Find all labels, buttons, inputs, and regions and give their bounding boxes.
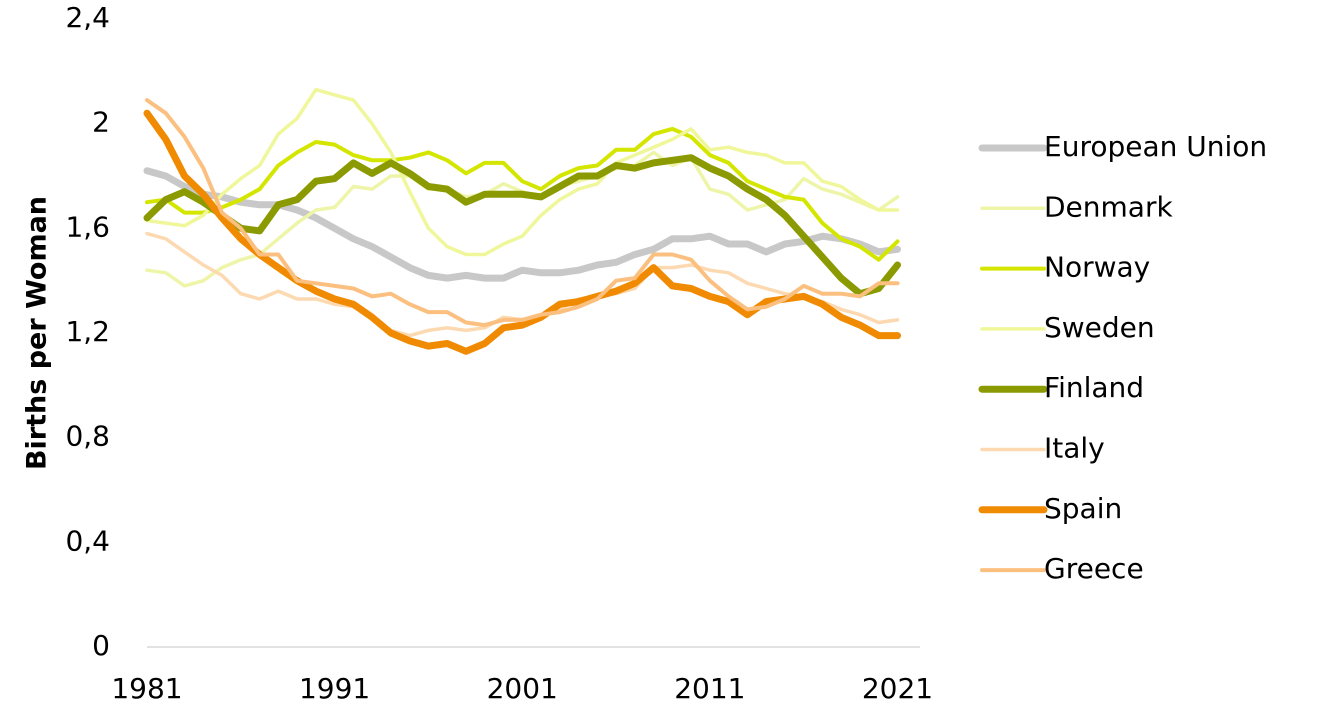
series-line [145,126,900,262]
x-tick-label: 1991 [299,672,370,705]
y-tick-label: 0,4 [65,524,110,557]
series-line [143,167,901,282]
x-tick-label: 2001 [487,672,558,705]
legend-label: Greece [1044,552,1144,585]
x-tick-label: 2021 [862,672,933,705]
legend-label: Spain [1044,492,1122,525]
legend-label: Finland [1044,371,1144,404]
legend-label: Sweden [1044,311,1155,344]
series-line [143,109,901,355]
legend-label: Denmark [1044,190,1173,223]
y-tick-label: 0 [92,629,110,662]
legend-label: European Union [1044,130,1267,163]
y-tick-label: 0,8 [65,420,110,453]
series-line [145,98,900,328]
y-tick-label: 2,4 [65,1,110,34]
legend-label: Norway [1044,251,1150,284]
y-axis-title: Births per Woman [22,196,53,470]
x-tick-label: 2011 [674,672,745,705]
series-line [143,154,901,298]
y-tick-label: 2 [92,106,110,139]
series-line [145,87,900,257]
y-tick-label: 1,2 [65,315,110,348]
y-tick-label: 1,6 [65,210,110,243]
x-tick-label: 1981 [111,672,182,705]
legend-label: Italy [1044,432,1105,465]
